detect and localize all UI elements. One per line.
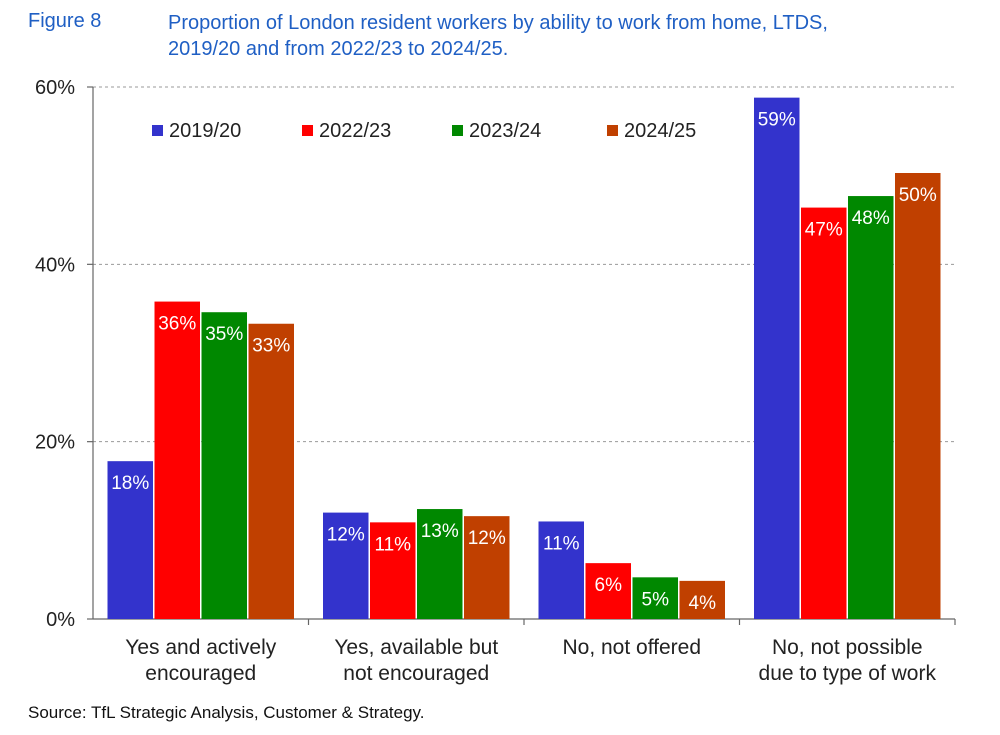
legend-swatch	[607, 125, 618, 136]
data-label: 50%	[899, 185, 937, 206]
legend-swatch	[152, 125, 163, 136]
bar-2024-25	[464, 516, 510, 619]
x-tick-label: due to type of work	[759, 662, 937, 685]
y-tick-label: 20%	[35, 432, 75, 454]
data-label: 12%	[327, 525, 365, 546]
bar-2023-24	[848, 196, 894, 619]
data-label: 59%	[758, 110, 796, 131]
bar-2019-20	[538, 521, 584, 619]
x-tick-label: No, not offered	[562, 636, 701, 659]
x-tick-label: Yes and actively	[125, 636, 276, 659]
y-tick-label: 0%	[46, 609, 75, 631]
figure-label: Figure 8	[28, 10, 102, 32]
data-label: 11%	[374, 534, 411, 555]
bar-2019-20	[323, 512, 369, 619]
bar-2023-24	[201, 312, 247, 619]
bar-2023-24	[632, 577, 678, 619]
bar-2019-20	[107, 461, 153, 619]
data-label: 13%	[421, 521, 459, 542]
bar-2024-25	[895, 173, 941, 620]
bar-2024-25	[248, 323, 294, 619]
data-label: 33%	[252, 336, 290, 357]
data-label: 35%	[205, 324, 243, 345]
source-note: Source: TfL Strategic Analysis, Customer…	[28, 703, 425, 722]
bar-2023-24	[417, 509, 463, 619]
bar-2024-25	[679, 580, 725, 619]
legend-label: 2023/24	[469, 120, 541, 142]
bar-2022-23	[154, 301, 200, 619]
data-label: 4%	[689, 593, 717, 614]
chart-title: Proportion of London resident workers by…	[168, 10, 988, 62]
data-label: 47%	[805, 220, 843, 241]
x-tick-label: No, not possible	[772, 636, 923, 659]
bar-2022-23	[585, 563, 631, 619]
legend-label: 2024/25	[624, 120, 696, 142]
chart-title-line-1: Proportion of London resident workers by…	[168, 12, 828, 34]
legend-label: 2019/20	[169, 120, 241, 142]
data-label: 36%	[158, 314, 196, 335]
y-tick-label: 60%	[35, 77, 75, 99]
x-tick-label: Yes, available but	[334, 636, 498, 659]
legend-swatch	[452, 125, 463, 136]
chart-title-line-2: 2019/20 and from 2022/23 to 2024/25.	[168, 38, 509, 60]
y-tick-label: 40%	[35, 254, 75, 276]
data-label: 48%	[852, 208, 890, 229]
data-label: 6%	[595, 575, 623, 596]
legend-label: 2022/23	[319, 120, 391, 142]
bar-2022-23	[370, 522, 416, 619]
data-label: 5%	[642, 589, 670, 610]
bar-2019-20	[754, 97, 800, 619]
x-tick-label: encouraged	[145, 662, 256, 685]
data-label: 18%	[111, 473, 149, 494]
x-tick-label: not encouraged	[343, 662, 489, 685]
legend-swatch	[302, 125, 313, 136]
data-label: 12%	[468, 528, 506, 549]
data-label: 11%	[543, 533, 580, 554]
bar-2022-23	[801, 207, 847, 619]
